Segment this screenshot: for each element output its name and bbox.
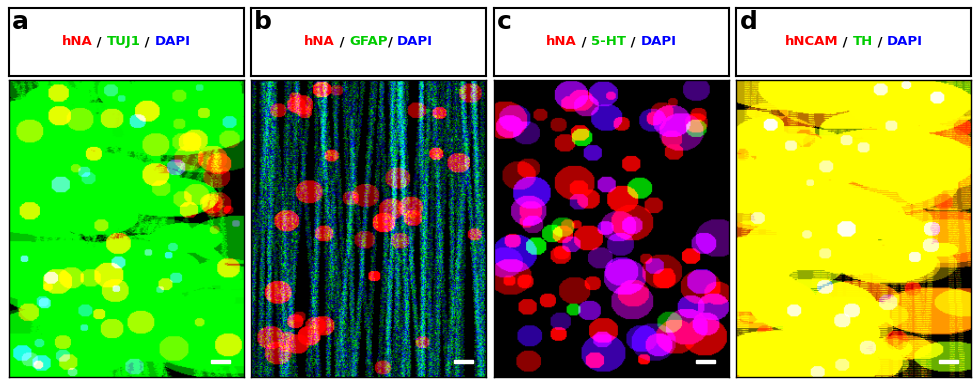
Text: hNA: hNA — [546, 35, 577, 48]
Text: /: / — [388, 35, 397, 48]
Text: b: b — [255, 10, 272, 34]
Text: hNA: hNA — [304, 35, 335, 48]
Text: DAPI: DAPI — [887, 35, 923, 48]
Text: c: c — [497, 10, 512, 34]
Bar — [939, 360, 957, 363]
Text: /: / — [577, 35, 591, 48]
Text: DAPI: DAPI — [640, 35, 676, 48]
Text: a: a — [12, 10, 28, 34]
Text: /: / — [335, 35, 349, 48]
Bar — [697, 360, 715, 363]
Bar — [454, 360, 472, 363]
Text: /: / — [838, 35, 853, 48]
Text: GFAP: GFAP — [349, 35, 388, 48]
Text: /: / — [873, 35, 887, 48]
Text: DAPI: DAPI — [397, 35, 433, 48]
Text: TUJ1: TUJ1 — [107, 35, 140, 48]
Text: /: / — [626, 35, 640, 48]
Text: TH: TH — [853, 35, 873, 48]
Bar — [212, 360, 230, 363]
Text: /: / — [92, 35, 107, 48]
Text: DAPI: DAPI — [155, 35, 191, 48]
Text: 5-HT: 5-HT — [591, 35, 626, 48]
Text: d: d — [739, 10, 758, 34]
Text: hNCAM: hNCAM — [785, 35, 838, 48]
Text: hNA: hNA — [62, 35, 92, 48]
Text: /: / — [140, 35, 155, 48]
